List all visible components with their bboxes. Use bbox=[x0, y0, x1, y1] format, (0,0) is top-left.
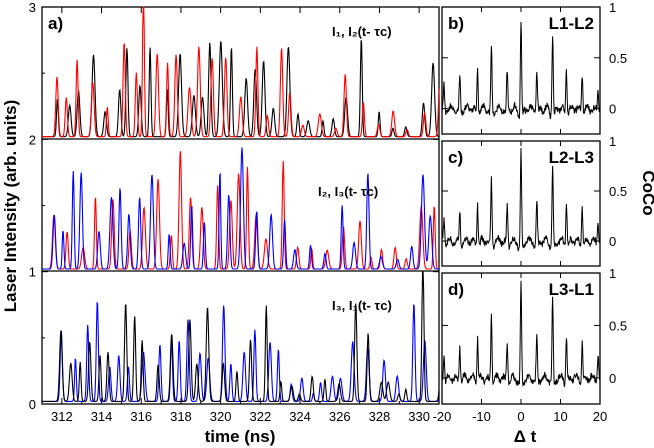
x-tick-label: 316 bbox=[130, 409, 152, 424]
y-tick-label: 3 bbox=[29, 0, 36, 15]
y-tick-label: 2 bbox=[29, 132, 36, 147]
trace-blue-1 bbox=[42, 147, 439, 270]
dt-tick-label: 10 bbox=[553, 409, 567, 424]
x-axis-label: time (ns) bbox=[205, 427, 276, 446]
coco-axis-label: CoCo bbox=[639, 170, 654, 215]
annotation-i1-i2: I₁, I₂(t- τc) bbox=[332, 24, 392, 39]
y-tick-label: 0 bbox=[29, 397, 36, 412]
annotation-i2-i3: I₂, I₃(t- τc) bbox=[318, 184, 378, 199]
x-tick-label: 312 bbox=[51, 409, 73, 424]
dt-tick-label: 20 bbox=[593, 409, 607, 424]
coco-tick-label: 0 bbox=[609, 234, 616, 249]
coco-tick-label: 1 bbox=[609, 134, 616, 149]
x-tick-label: 326 bbox=[329, 409, 351, 424]
x-tick-label: 322 bbox=[249, 409, 271, 424]
panel-a-label: a) bbox=[48, 14, 63, 33]
panel-c: 0 0.5 1 c) L2-L3 bbox=[441, 134, 627, 267]
coco-curve bbox=[441, 147, 601, 252]
panel-label: b) bbox=[448, 14, 464, 33]
trace-black-0 bbox=[42, 40, 440, 138]
panel-title: L1-L2 bbox=[549, 14, 594, 33]
dt-tick-label: -10 bbox=[472, 409, 491, 424]
coco-curve bbox=[441, 21, 601, 120]
panel-b: 0 0.5 1 b) L1-L2 bbox=[441, 0, 627, 135]
trace-red-0 bbox=[42, 6, 440, 138]
coco-tick-label: 0.5 bbox=[609, 318, 627, 333]
panel-title: L3-L1 bbox=[549, 280, 594, 299]
coco-tick-label: 1 bbox=[609, 0, 616, 15]
coco-tick-label: 1 bbox=[609, 266, 616, 281]
x-tick-label: 318 bbox=[170, 409, 192, 424]
x-tick-label: 330 bbox=[408, 409, 430, 424]
y-tick-label: 1 bbox=[29, 265, 36, 280]
trace-red-1 bbox=[42, 151, 439, 270]
dt-tick-label: -20 bbox=[433, 409, 452, 424]
coco-tick-label: 0 bbox=[609, 371, 616, 386]
panel-title: L2-L3 bbox=[549, 148, 594, 167]
dt-tick-label: 0 bbox=[517, 409, 524, 424]
panel-a-x-ticks: 312 314 316 318 320 322 324 326 328 330 bbox=[41, 7, 440, 424]
panel-label: d) bbox=[448, 280, 464, 299]
annotation-i3-i1: I₃, I₁(t- τc) bbox=[332, 298, 392, 313]
x-tick-label: 314 bbox=[91, 409, 113, 424]
panel-a: 312 314 316 318 320 322 324 326 328 330 0 1 2 3 a) I… bbox=[1, 0, 440, 446]
coco-tick-label: 0.5 bbox=[609, 51, 627, 66]
panel-a-y-ticks: 0 1 2 3 bbox=[29, 0, 439, 412]
panels-bcd: 0 0.5 1 b) L1-L2 0 0.5 1 c) L2-L3 0 0.5 1 d) L3-L1 -20 -… bbox=[433, 0, 627, 424]
delta-t-axis-label: Δ t bbox=[514, 427, 537, 446]
coco-tick-label: 0.5 bbox=[609, 184, 627, 199]
x-tick-label: 320 bbox=[210, 409, 232, 424]
y-axis-label: Laser Intensity (arb. units) bbox=[1, 100, 20, 313]
x-tick-label: 328 bbox=[369, 409, 391, 424]
coco-tick-label: 0 bbox=[609, 102, 616, 117]
trace-black-2 bbox=[42, 271, 440, 402]
x-tick-label: 324 bbox=[289, 409, 311, 424]
panel-d: 0 0.5 1 d) L3-L1 bbox=[441, 266, 627, 405]
panel-label: c) bbox=[448, 148, 463, 167]
panel-a-traces bbox=[42, 6, 440, 402]
coco-curve bbox=[441, 280, 601, 387]
